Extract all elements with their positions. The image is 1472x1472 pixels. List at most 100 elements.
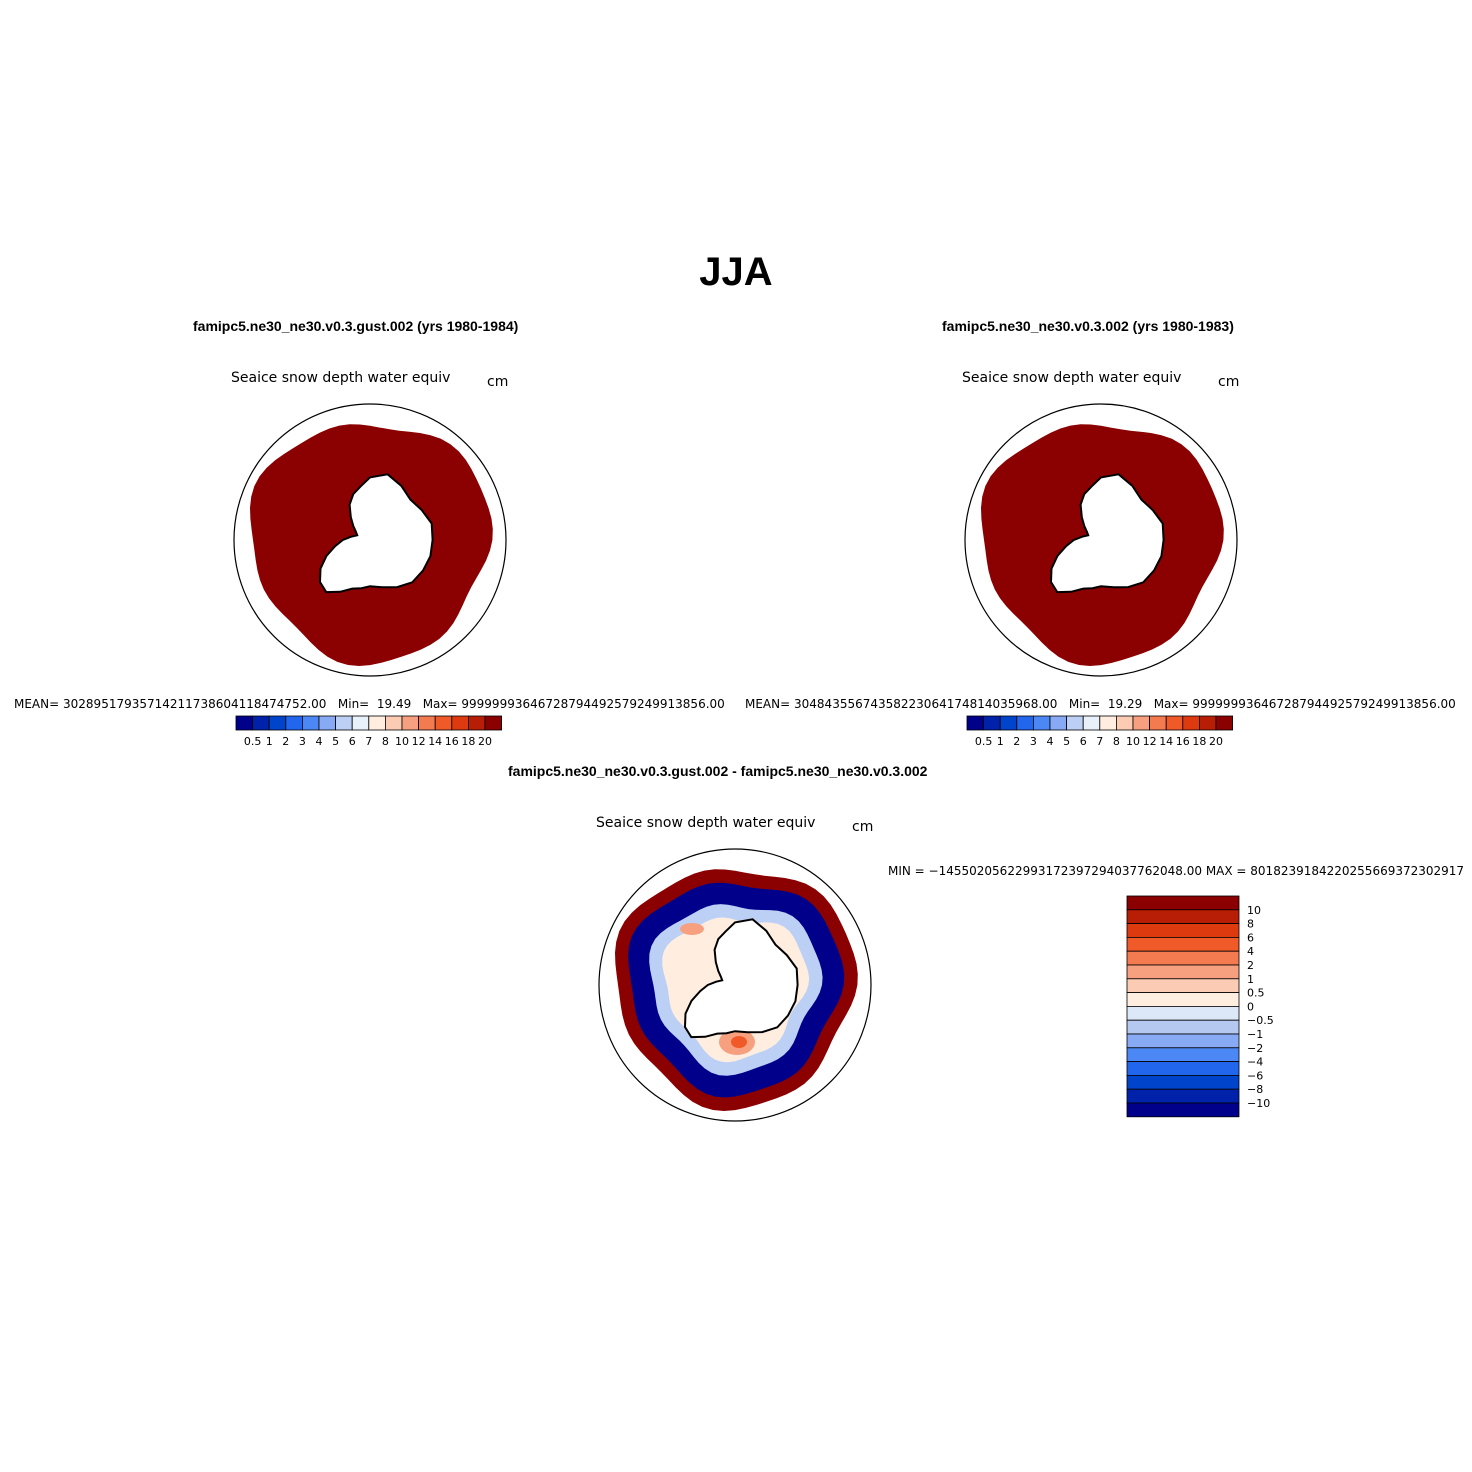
colorbar-swatch (1126, 950, 1240, 966)
colorbar-swatch (451, 715, 469, 731)
page-title: JJA (699, 250, 773, 294)
colorbar-swatch (484, 715, 503, 731)
colorbar-swatch (1126, 1102, 1240, 1118)
strong-positive-diff-patch (731, 1036, 747, 1048)
panel1-colorbar: 0.5 1 2 3 4 5 6 7 8 10 12 14 16 18 20 (235, 715, 503, 748)
colorbar-swatch (318, 715, 337, 731)
colorbar-swatch (1126, 1006, 1240, 1021)
colorbar-swatch (302, 715, 320, 731)
colorbar-swatch (1066, 715, 1084, 731)
map-boundary-circle (964, 403, 1238, 677)
colorbar-tick-label: 10 (395, 735, 409, 748)
panel2-case-title: famipc5.ne30_ne30.v0.3.002 (yrs 1980-198… (942, 318, 1234, 334)
colorbar-swatch (401, 715, 420, 731)
panel1-mean-value: 302895179357142117386041184747​52.00 (63, 697, 327, 711)
colorbar-swatch (235, 715, 254, 731)
colorbar-swatch (434, 715, 453, 731)
colorbar-swatch (999, 715, 1018, 731)
antarctica-coastline (1049, 473, 1165, 594)
colorbar-swatch (983, 715, 1001, 731)
colorbar-swatch (1126, 909, 1240, 925)
panel2-stats: MEAN= 304843556743582230641748140359​68.… (745, 697, 1456, 711)
panel1-min-value: 19.49 (376, 697, 412, 711)
colorbar-tick-label: 3 (299, 735, 306, 748)
colorbar-tick-label: −0.5 (1247, 1014, 1274, 1027)
colorbar-tick-label: 18 (461, 735, 475, 748)
colorbar-swatch (1126, 992, 1240, 1007)
panel2-polar-map (964, 403, 1238, 677)
colorbar-swatch (1126, 895, 1240, 911)
colorbar-swatch (351, 715, 370, 731)
colorbar-tick-label: −1 (1247, 1028, 1263, 1041)
colorbar-swatch (1132, 715, 1151, 731)
panel3-case-title: famipc5.ne30_ne30.v0.3.gust.002 - famipc… (508, 763, 928, 779)
colorbar-tick-label: 16 (445, 735, 459, 748)
panel2-max-value: 9999999364672879449257924991385​6.00 (1192, 697, 1456, 711)
colorbar-tick-label: 8 (382, 735, 389, 748)
colorbar-tick-label: 2 (1247, 959, 1254, 972)
colorbar-tick-label: 3 (1030, 735, 1037, 748)
colorbar-tick-label: 1 (997, 735, 1004, 748)
colorbar-swatch (1016, 715, 1034, 731)
colorbar-swatch (1126, 1033, 1240, 1049)
colorbar-swatch (1182, 715, 1200, 731)
antarctica-coastline (318, 473, 434, 594)
colorbar-tick-label: 0.5 (975, 735, 993, 748)
colorbar-swatch (1126, 1047, 1240, 1063)
colorbar-swatch (335, 715, 353, 731)
colorbar-tick-label: 0.5 (244, 735, 262, 748)
colorbar-swatch (285, 715, 303, 731)
colorbar-tick-label: 6 (1080, 735, 1087, 748)
panel2-colorbar: 0.5 1 2 3 4 5 6 7 8 10 12 14 16 18 20 (966, 715, 1234, 748)
colorbar-tick-label: −2 (1247, 1042, 1263, 1055)
panel3-units: cm (852, 819, 874, 835)
colorbar-tick-label: 10 (1126, 735, 1140, 748)
panel2-units: cm (1218, 374, 1240, 390)
colorbar-tick-label: −4 (1247, 1056, 1263, 1069)
colorbar-swatch (418, 715, 436, 731)
colorbar-tick-label: 18 (1192, 735, 1206, 748)
colorbar-tick-label: 6 (1247, 931, 1254, 944)
colorbar-tick-label: 1 (1247, 973, 1254, 986)
panel3-variable-title: Seaice snow depth water equiv (596, 815, 816, 831)
colorbar-swatch (1165, 715, 1184, 731)
colorbar-tick-label: 4 (1047, 735, 1054, 748)
map-boundary-circle (598, 848, 872, 1122)
colorbar-tick-label: −8 (1247, 1083, 1263, 1096)
colorbar-tick-label: 4 (1247, 945, 1254, 958)
colorbar-tick-label: 12 (1143, 735, 1157, 748)
colorbar-tick-label: 16 (1176, 735, 1190, 748)
colorbar-tick-label: −10 (1247, 1097, 1270, 1110)
panel2-mean-value: 304843556743582230641748140359​68.00 (794, 697, 1058, 711)
colorbar-tick-label: −6 (1247, 1069, 1263, 1082)
colorbar-swatch (1082, 715, 1101, 731)
colorbar-swatch (384, 715, 403, 731)
colorbar-swatch (1033, 715, 1051, 731)
colorbar-tick-label: 20 (478, 735, 492, 748)
panel1-units: cm (487, 374, 509, 390)
colorbar-tick-label: 5 (332, 735, 339, 748)
colorbar-swatch (1126, 978, 1240, 994)
panel1-max-label: Max= (422, 697, 458, 711)
colorbar-tick-label: 7 (365, 735, 372, 748)
panel2-max-label: Max= (1153, 697, 1189, 711)
panel1-mean-label: MEAN= (14, 697, 60, 711)
colorbar-swatch (467, 715, 486, 731)
colorbar-swatch (1149, 715, 1167, 731)
colorbar-swatch (1126, 937, 1240, 952)
colorbar-swatch (1215, 715, 1234, 731)
colorbar-tick-label: 10 (1247, 904, 1261, 917)
colorbar-swatch (1115, 715, 1134, 731)
map-boundary-circle (233, 403, 507, 677)
colorbar-tick-label: 0.5 (1247, 987, 1265, 1000)
panel1-min-label: Min= (337, 697, 370, 711)
panel1-polar-map (233, 403, 507, 677)
colorbar-tick-label: 8 (1113, 735, 1120, 748)
colorbar-swatch (1198, 715, 1217, 731)
colorbar-swatch (252, 715, 270, 731)
colorbar-tick-label: 2 (1013, 735, 1020, 748)
colorbar-swatch (1126, 1061, 1240, 1076)
colorbar-tick-label: 12 (412, 735, 426, 748)
colorbar-tick-label: 5 (1063, 735, 1070, 748)
